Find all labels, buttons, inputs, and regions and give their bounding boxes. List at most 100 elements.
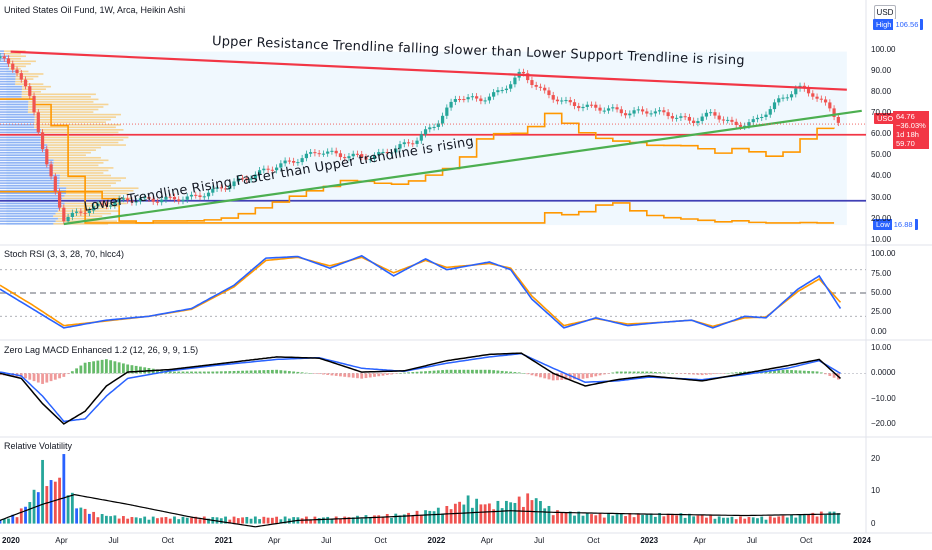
candle-up [658, 110, 662, 112]
macd-histogram-bar [453, 369, 457, 374]
candle-up [228, 186, 232, 189]
profile-bar-down [34, 116, 116, 118]
volatility-bar [547, 505, 551, 524]
candle-up [262, 168, 266, 171]
candle-down [538, 86, 543, 88]
macd-histogram-bar [581, 373, 585, 379]
macd-histogram-bar [347, 373, 351, 378]
candle-down [577, 106, 581, 109]
volatility-bar [743, 518, 747, 524]
profile-bar-down [9, 65, 26, 68]
candle-down [270, 169, 274, 171]
macd-histogram-bar [356, 373, 359, 379]
profile-bar-down [15, 75, 39, 78]
candle-up [236, 178, 240, 182]
macd-histogram-bar [228, 371, 232, 374]
candle-down [6, 58, 11, 64]
profile-bar-up [0, 106, 29, 108]
volatility-bar [534, 498, 538, 524]
volatility-bar [836, 513, 840, 524]
macd-histogram-bar [224, 371, 227, 374]
time-axis-tick: 2022 [427, 536, 446, 545]
candle-down [457, 99, 462, 101]
volatility-bar [666, 513, 670, 524]
candle-down [32, 95, 36, 113]
candle-down [683, 116, 687, 118]
macd-histogram-bar [777, 370, 781, 374]
macd-histogram-bar [62, 373, 66, 377]
volatility-bar [568, 511, 572, 524]
profile-bar-down [47, 144, 126, 146]
rsi-axis-tick: 100.00 [871, 249, 896, 259]
profile-bar-up [0, 78, 16, 80]
profile-bar-up [0, 57, 10, 60]
profile-bar-up [0, 220, 56, 223]
profile-bar-up [0, 222, 54, 225]
candle-up [70, 212, 74, 217]
volatility-bar [394, 513, 398, 524]
macd-histogram-bar [45, 373, 49, 383]
macd-histogram-bar [232, 370, 236, 374]
volatility-bar [517, 496, 521, 524]
candle-down [355, 153, 360, 155]
profile-bar-up [0, 65, 10, 68]
macd-histogram-bar [675, 373, 679, 374]
macd-histogram-bar [266, 370, 270, 374]
ticker-tag: USO [874, 113, 897, 124]
candle-up [275, 167, 279, 171]
macd-histogram-bar [300, 372, 304, 374]
candle-down [832, 108, 836, 117]
profile-bar-down [15, 70, 29, 73]
support-trendline [63, 109, 862, 226]
profile-bar-up [0, 184, 60, 187]
macd-histogram-bar [109, 360, 113, 374]
candle-down [53, 176, 57, 192]
macd-histogram-bar [679, 373, 683, 374]
volatility-bar [734, 519, 738, 524]
candle-down [811, 93, 815, 97]
volatility-bar [70, 492, 74, 524]
macd-histogram-bar [185, 371, 189, 374]
profile-bar-up [0, 126, 35, 129]
volatility-bar [139, 518, 142, 524]
candle-up [92, 206, 96, 211]
profile-bar-down [34, 113, 121, 116]
volatility-bar [96, 517, 100, 524]
candle-up [249, 178, 253, 180]
candle-up [185, 196, 189, 200]
candle-up [632, 110, 636, 114]
volatility-bar [228, 519, 232, 524]
volatility-bar [458, 501, 461, 524]
macd-histogram-bar [624, 371, 627, 374]
macd-histogram-bar [785, 369, 789, 374]
profile-bar-down [66, 192, 129, 195]
relative-volatility-title: Relative Volatility [4, 441, 73, 451]
price-axis-tick: 50.00 [871, 150, 892, 160]
volatility-bar [390, 517, 393, 524]
profile-bar-down [28, 98, 99, 101]
profile-bar-up [0, 159, 54, 162]
candle-down [100, 203, 104, 205]
candle-up [296, 162, 300, 164]
profile-bar-down [53, 167, 114, 169]
last-price-box: 64.76 −36.03% 1d 18h 59.70 [893, 111, 929, 149]
price-axis-tick: 70.00 [871, 107, 892, 117]
volatility-bar [628, 512, 632, 524]
macd-histogram-bar [58, 373, 61, 379]
bar-countdown: 1d 18h [896, 130, 919, 139]
volatility-bar [760, 516, 764, 524]
macd-histogram-bar [343, 373, 347, 377]
currency-selector[interactable]: USD [874, 5, 896, 20]
volatility-bar [696, 515, 700, 524]
volatility-bar [692, 516, 696, 524]
candle-up [789, 94, 794, 98]
candle-up [415, 140, 419, 144]
profile-bar-up [0, 156, 47, 159]
candles [0, 53, 840, 225]
volatility-bar [19, 508, 23, 524]
macd-histogram-bar [683, 373, 687, 374]
symbol-title: United States Oil Fund, 1W, Arca, Heikin… [4, 5, 186, 15]
time-axis-tick: Oct [799, 536, 813, 545]
volatility-bar [190, 517, 193, 524]
